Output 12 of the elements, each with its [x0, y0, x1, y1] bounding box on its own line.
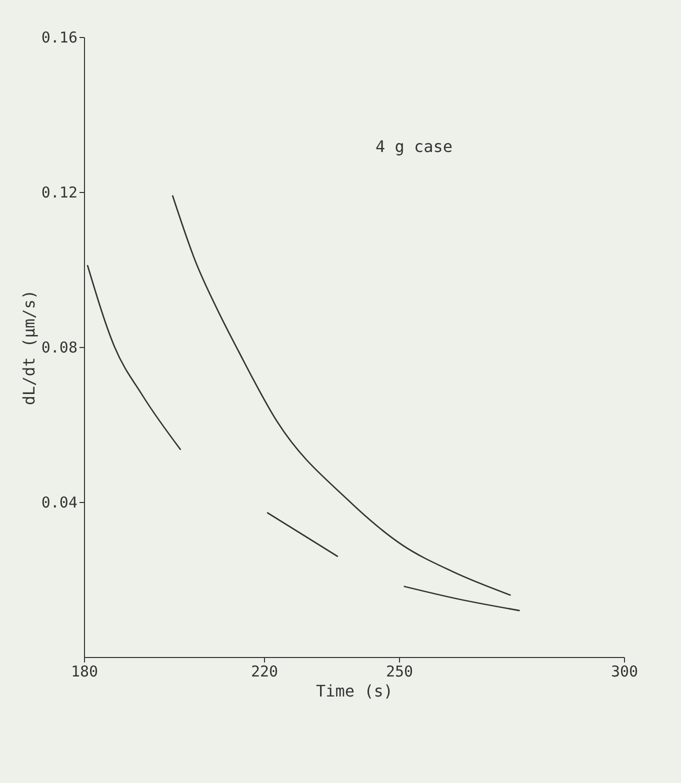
- x-tick-label: 250: [386, 662, 414, 680]
- annotation: 4 g case: [375, 137, 453, 156]
- y-tick-label: 0.12: [41, 184, 78, 202]
- x-tick-label: 220: [250, 662, 278, 680]
- x-tick-label: 180: [70, 662, 98, 680]
- x-axis-title: Time (s): [316, 682, 394, 700]
- y-tick-label: 0.08: [41, 338, 78, 356]
- x-tick-label: 300: [610, 662, 638, 680]
- y-axis-title: dL/dt (μm/s): [19, 290, 38, 406]
- line-series: [172, 195, 511, 596]
- y-tick-label: 0.04: [41, 494, 78, 512]
- y-tick-label: 0.16: [41, 28, 78, 46]
